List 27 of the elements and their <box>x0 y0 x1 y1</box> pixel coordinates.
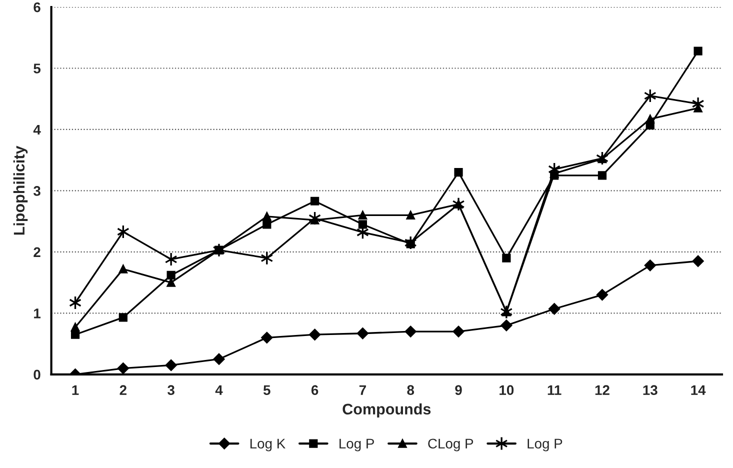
x-tick-label: 13 <box>643 385 658 396</box>
x-tick-label: 5 <box>263 385 270 396</box>
x-tick-label: 11 <box>548 385 562 395</box>
y-tick-label: 5 <box>34 64 41 74</box>
x-tick-label: 12 <box>595 385 610 395</box>
y-tick-label: 1 <box>34 308 41 318</box>
y-axis-title: Lipophilicity <box>13 146 28 235</box>
y-tick-label: 0 <box>34 370 40 380</box>
x-tick-label: 3 <box>168 385 174 396</box>
x-tick-label: 1 <box>72 385 79 395</box>
x-tick-label: 7 <box>359 385 366 395</box>
legend-label: CLog P <box>428 438 474 452</box>
legend-label: Log K <box>250 438 286 452</box>
y-tick-label: 2 <box>34 247 40 257</box>
legend-label: Log P <box>340 438 374 452</box>
x-tick-label: 8 <box>407 385 414 396</box>
x-tick-label: 2 <box>120 385 126 395</box>
x-tick-label: 10 <box>500 385 514 396</box>
x-tick-label: 9 <box>455 385 462 396</box>
y-tick-label: 3 <box>33 186 40 196</box>
x-tick-label: 6 <box>311 385 318 396</box>
y-tick-label: 6 <box>34 2 40 12</box>
y-tick-label: 4 <box>33 124 41 135</box>
x-tick-label: 4 <box>215 385 223 395</box>
x-tick-label: 14 <box>691 385 706 395</box>
legend-label: Log P <box>528 438 562 452</box>
x-axis-title: Compounds <box>342 403 431 418</box>
